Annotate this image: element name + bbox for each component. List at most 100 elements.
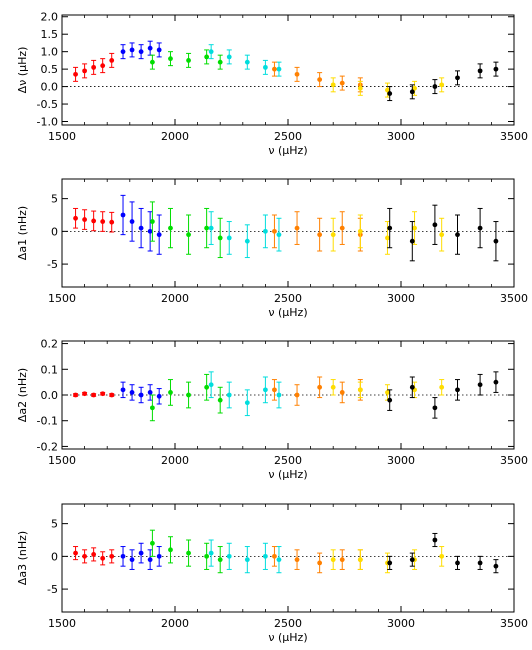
data-point: [150, 540, 155, 546]
data-point: [432, 537, 438, 543]
data-point: [317, 384, 323, 390]
data-point: [477, 382, 483, 388]
data-point: [217, 557, 223, 563]
series-7: [387, 532, 499, 574]
data-point: [120, 553, 126, 559]
x-tick-label: 3500: [500, 130, 528, 143]
data-point: [186, 232, 191, 238]
series-3: [149, 373, 223, 422]
data-point: [138, 550, 144, 556]
data-point: [109, 392, 115, 398]
x-axis-label: ν (μHz): [268, 306, 307, 319]
data-point: [82, 68, 87, 74]
plot-frame: [61, 14, 515, 126]
data-point: [226, 553, 232, 559]
data-point: [294, 71, 300, 77]
data-point: [493, 66, 499, 72]
data-point: [138, 49, 144, 55]
data-point: [120, 49, 126, 55]
y-tick-label: -0.5: [37, 98, 58, 111]
data-point: [156, 47, 162, 53]
data-point: [129, 557, 135, 563]
data-point: [226, 392, 232, 398]
data-point: [109, 553, 115, 559]
data-point: [455, 560, 460, 566]
data-point: [100, 555, 106, 561]
x-tick-label: 2500: [274, 617, 302, 630]
data-point: [455, 387, 460, 393]
data-point: [294, 225, 300, 231]
data-point: [82, 553, 87, 559]
data-point: [73, 392, 78, 398]
series-1: [73, 52, 115, 82]
data-point: [82, 217, 87, 222]
x-tick-label: 2000: [161, 454, 189, 467]
data-point: [330, 384, 336, 390]
data-point: [150, 405, 155, 411]
data-point: [276, 392, 282, 398]
data-point: [493, 563, 499, 569]
data-point: [244, 238, 250, 244]
x-tick-label: 2500: [274, 454, 302, 467]
data-point: [208, 382, 214, 388]
data-point: [156, 232, 162, 238]
series-2: [120, 40, 162, 60]
y-tick-label: -0.1: [37, 415, 58, 428]
x-tick-label: 2000: [161, 617, 189, 630]
y-tick-label: 0.5: [41, 63, 59, 76]
data-point: [357, 85, 363, 91]
data-point: [432, 405, 438, 411]
x-tick-label: 2500: [274, 130, 302, 143]
data-point: [129, 219, 135, 224]
series-7: [387, 204, 499, 262]
y-tick-label: -5: [47, 583, 58, 596]
data-point: [109, 219, 115, 225]
data-point: [317, 77, 323, 83]
data-point: [272, 66, 277, 72]
series-5: [271, 546, 363, 574]
data-point: [73, 215, 78, 221]
data-point: [217, 59, 223, 65]
data-point: [204, 384, 210, 390]
data-point: [217, 235, 223, 241]
data-point: [412, 85, 417, 91]
data-point: [385, 235, 390, 241]
data-point: [168, 56, 173, 62]
panel-4: 1500 2000 2500 3000 3500 -5 0 5 ν (μHz) Δa3 (nHz): [16, 503, 528, 644]
data-point: [226, 54, 232, 60]
data-point: [147, 390, 153, 395]
x-tick-label: 1500: [48, 617, 76, 630]
data-point: [387, 397, 393, 403]
plot-frame: [61, 503, 515, 613]
data-point: [168, 547, 173, 553]
data-point: [276, 66, 282, 72]
data-point: [100, 219, 106, 224]
series-4: [208, 44, 282, 77]
series-4: [208, 371, 282, 417]
y-tick-label: 0: [51, 550, 58, 563]
y-tick-label: 5: [51, 193, 58, 206]
series-1: [73, 391, 115, 398]
series-1: [73, 546, 115, 566]
data-point: [120, 387, 126, 393]
series-2: [120, 194, 162, 255]
data-point: [168, 390, 173, 395]
data-point: [138, 225, 144, 231]
data-point: [263, 228, 268, 234]
y-tick-label: -0.2: [37, 440, 58, 453]
data-point: [339, 390, 345, 395]
data-point: [357, 228, 363, 234]
series-3: [149, 49, 223, 70]
data-point: [156, 393, 162, 399]
data-point: [73, 71, 78, 77]
y-axis-label: Δa3 (nHz): [16, 531, 29, 585]
data-point: [208, 550, 214, 556]
series-7: [387, 371, 499, 419]
data-point: [387, 91, 393, 96]
data-point: [208, 49, 214, 55]
data-point: [244, 400, 250, 406]
data-point: [168, 225, 173, 231]
data-point: [204, 225, 210, 231]
data-point: [330, 557, 336, 563]
data-point: [493, 379, 499, 385]
